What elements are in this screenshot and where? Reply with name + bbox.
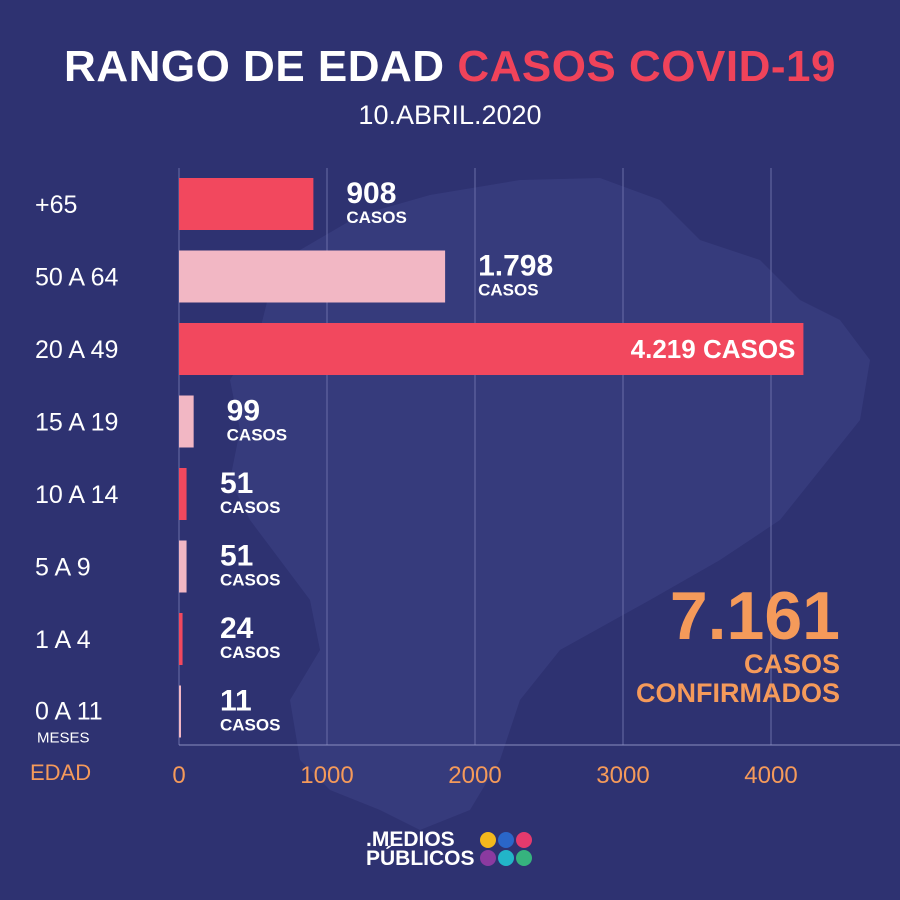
data-label: 1.798 <box>478 250 553 283</box>
bar <box>179 250 446 303</box>
total-cases-label-2: CONFIRMADOS <box>636 678 840 708</box>
title-red-part: CASOS COVID-19 <box>457 42 836 91</box>
category-label: 15 A 19 <box>35 409 118 437</box>
category-label: 20 A 49 <box>35 336 118 364</box>
category-label: 50 A 64 <box>35 264 119 292</box>
logo-dot <box>516 832 532 848</box>
bar <box>179 540 187 593</box>
data-label-unit: CASOS <box>346 208 406 227</box>
category-label: 1 A 4 <box>35 626 91 654</box>
data-label-unit: CASOS <box>478 281 538 300</box>
x-tick-label: 1000 <box>300 762 353 789</box>
x-tick-label: 4000 <box>744 762 797 789</box>
bar <box>179 685 181 738</box>
data-label-unit: CASOS <box>220 498 280 517</box>
total-cases-block: 7.161 CASOS CONFIRMADOS <box>636 582 840 708</box>
data-label: 51 <box>220 467 253 500</box>
data-label: 908 <box>346 177 396 210</box>
category-label: 10 A 14 <box>35 481 119 509</box>
logo-dot <box>498 850 514 866</box>
bar <box>179 468 187 520</box>
bar <box>179 178 314 230</box>
chart-date: 10.ABRIL.2020 <box>358 100 542 130</box>
bar <box>179 613 183 665</box>
bar <box>179 395 194 448</box>
category-label: 5 A 9 <box>35 554 91 582</box>
data-label-unit: CASOS <box>220 571 280 590</box>
data-label: 51 <box>220 540 253 573</box>
logo-line-1: .MEDIOS <box>366 828 455 851</box>
logo-dot <box>516 850 532 866</box>
logo-line-2: PÚBLICOS <box>366 847 475 870</box>
x-tick-label: 3000 <box>596 762 649 789</box>
data-label: 4.219 CASOS <box>631 334 796 364</box>
logo-dot <box>498 832 514 848</box>
data-label: 99 <box>227 395 260 428</box>
logo-dot <box>480 832 496 848</box>
total-cases-number: 7.161 <box>669 578 840 654</box>
bar <box>179 323 804 375</box>
logo-dots <box>480 832 540 868</box>
category-label: +65 <box>35 191 77 219</box>
title-white-part: RANGO DE EDAD <box>64 42 445 91</box>
category-label-suffix: MESES <box>37 730 90 747</box>
x-tick-label: 0 <box>172 762 185 789</box>
x-tick-label: 2000 <box>448 762 501 789</box>
medios-publicos-logo: .MEDIOS PÚBLICOS <box>366 828 532 870</box>
data-label: 11 <box>220 685 252 718</box>
total-cases-label-1: CASOS <box>743 649 840 679</box>
data-label-unit: CASOS <box>220 716 280 735</box>
y-axis-label: EDAD <box>30 760 91 785</box>
data-label-unit: CASOS <box>220 643 280 662</box>
data-label-unit: CASOS <box>227 426 287 445</box>
category-label: 0 A 11 <box>35 698 103 726</box>
chart-title: RANGO DE EDAD CASOS COVID-19 <box>0 42 900 92</box>
data-label: 24 <box>220 612 254 645</box>
logo-dot <box>480 850 496 866</box>
